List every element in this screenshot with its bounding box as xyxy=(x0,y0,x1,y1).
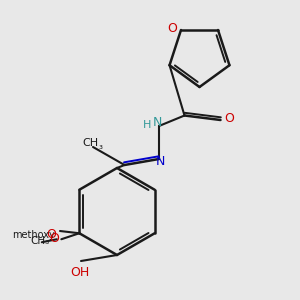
Text: N: N xyxy=(156,155,165,168)
Text: H: H xyxy=(143,120,151,130)
Text: methoxy: methoxy xyxy=(13,230,55,240)
Text: ₃: ₃ xyxy=(98,141,103,151)
Text: OH: OH xyxy=(70,266,89,280)
Text: O: O xyxy=(224,112,234,125)
Text: CH: CH xyxy=(82,138,98,148)
Text: O: O xyxy=(168,22,178,35)
Text: CH₃: CH₃ xyxy=(31,236,50,246)
Text: N: N xyxy=(153,116,162,130)
Text: O: O xyxy=(49,232,59,245)
Text: O: O xyxy=(46,228,56,241)
